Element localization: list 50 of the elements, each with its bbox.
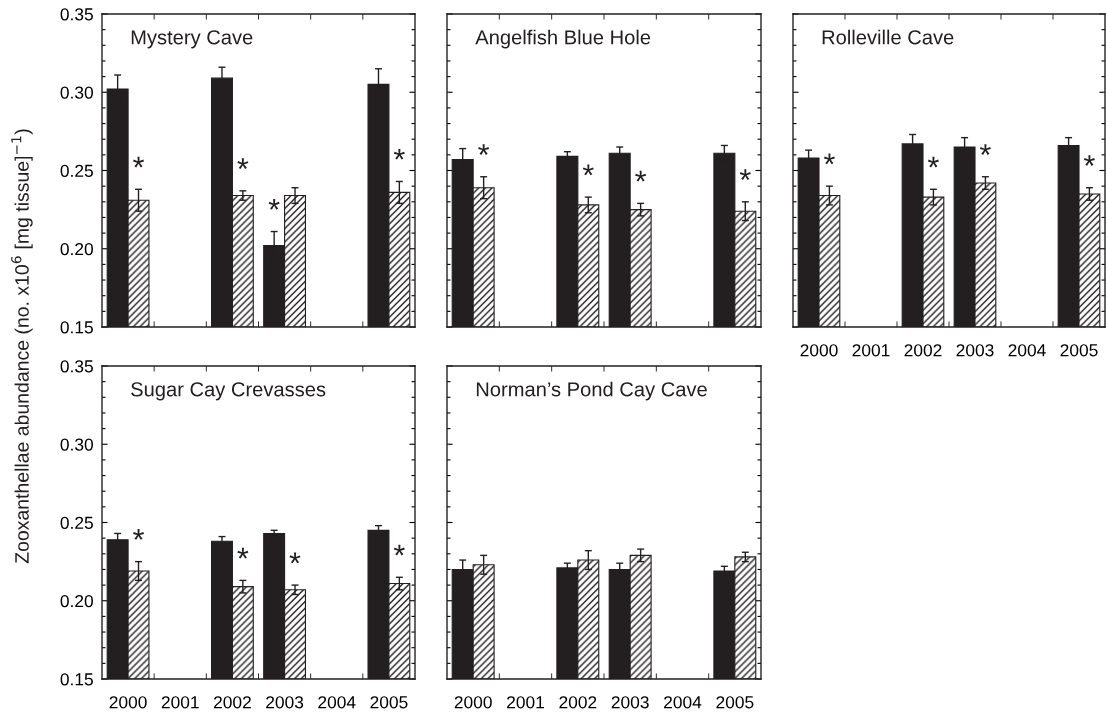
x-tick-label: 2001	[507, 696, 544, 709]
x-tick-label: 2000	[800, 344, 838, 357]
x-tick-label: 2002	[904, 344, 942, 357]
annotation: *	[237, 547, 249, 559]
annotation: *	[739, 169, 751, 180]
y-tick-label: 0.30	[60, 86, 93, 99]
y-tick-label: 0.25	[60, 164, 93, 177]
annotation: *	[823, 153, 835, 165]
text: Angelfish Blue Hole	[475, 29, 651, 49]
annotation: *	[133, 529, 144, 540]
x-tick-label: 2004	[318, 696, 356, 709]
y-tick-label: 0.20	[60, 594, 93, 608]
y-tick-label: 0.15	[60, 321, 93, 334]
x-tick-label: 2003	[956, 344, 994, 357]
y-tick-label: 0.25	[60, 516, 93, 529]
annotation: *	[237, 158, 249, 170]
text: Norman’s Pond Cay Cave	[476, 381, 707, 401]
text: Rolleville Cave	[822, 29, 954, 45]
x-tick-label: 2000	[109, 696, 147, 709]
y-tick-label: 0.35	[60, 360, 93, 373]
x-tick-label: 2004	[664, 696, 702, 709]
x-tick-label: 2005	[370, 696, 408, 709]
x-tick-label: 2002	[213, 696, 251, 709]
annotation: *	[393, 148, 405, 160]
annotation: *	[133, 156, 144, 168]
y-axis-title: Zooxanthellae abundance (no. x10$^{6}$ [mg tissue]$^{−1}$)	[11, 129, 33, 564]
x-tick-label: 2001	[852, 344, 890, 357]
annotation: *	[979, 144, 991, 155]
annotation: *	[478, 144, 490, 155]
annotation: *	[289, 552, 301, 564]
annotation: *	[927, 156, 939, 168]
x-tick-label: 2000	[454, 696, 492, 709]
annotation: *	[1083, 155, 1095, 166]
y-tick-label: 0.35	[60, 8, 93, 21]
annotation: *	[582, 164, 594, 176]
y-tick-label: 0.15	[60, 673, 93, 686]
x-tick-label: 2004	[1008, 344, 1046, 357]
annotation: *	[268, 198, 280, 210]
annotation: *	[635, 170, 647, 182]
x-tick-label: 2003	[266, 696, 304, 709]
annotation: *	[393, 544, 405, 556]
x-tick-label: 2005	[1060, 344, 1098, 357]
y-tick-label: 0.30	[60, 438, 93, 451]
x-tick-label: 2001	[161, 696, 199, 709]
x-tick-label: 2005	[716, 696, 754, 709]
y-tick-label: 0.20	[60, 242, 93, 256]
x-tick-label: 2002	[559, 696, 597, 709]
x-tick-label: 2003	[611, 696, 649, 709]
text: Sugar Cay Crevasses	[131, 382, 326, 401]
text: Mystery Cave	[131, 30, 253, 49]
